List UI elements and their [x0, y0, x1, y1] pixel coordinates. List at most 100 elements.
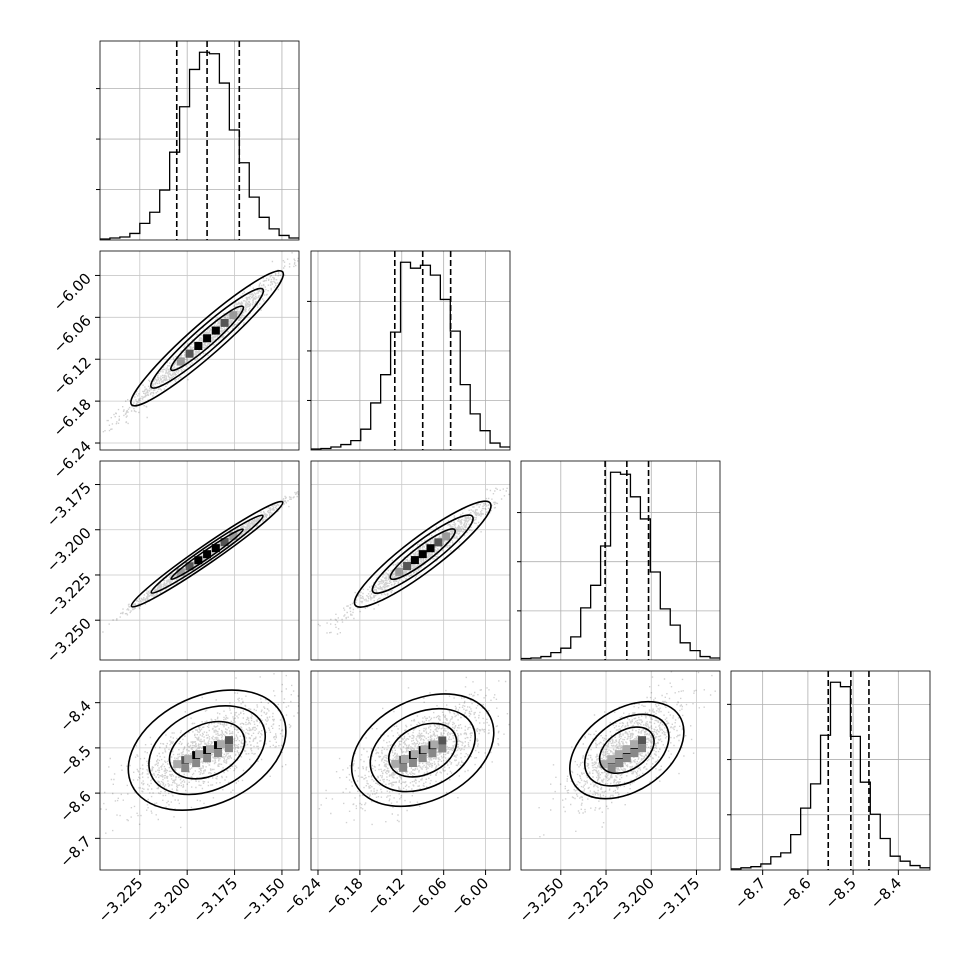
contour-line-3 [127, 689, 287, 812]
x-tick-label: −6.06 [405, 874, 450, 919]
density-cell [622, 745, 631, 754]
panel-content [317, 487, 510, 635]
y-tick-label: −3.225 [43, 569, 95, 621]
panel-content [102, 491, 299, 633]
y-tick-label: −8.6 [56, 787, 94, 825]
histogram-panel-3 [517, 460, 721, 661]
x-tick-label: −3.250 [516, 874, 568, 926]
density-cell [185, 562, 194, 571]
density-cell [211, 326, 220, 335]
density-cell [229, 532, 238, 541]
x-tick-label: −8.5 [821, 874, 859, 912]
contour-line-3 [350, 693, 495, 808]
density-cell [400, 754, 409, 763]
contour-line-1 [169, 305, 245, 372]
contour-line-1 [598, 726, 655, 775]
density-cell [418, 550, 427, 559]
contour-line-1 [388, 722, 458, 778]
y-tick-label: −6.24 [50, 437, 95, 482]
density-cell [420, 745, 429, 754]
x-tick-label: −3.225 [561, 874, 613, 926]
density-cell [176, 357, 185, 366]
y-tick-label: −6.00 [50, 270, 95, 315]
histogram-panel-4 [727, 670, 931, 871]
scatter-panel-2-1 [99, 250, 300, 451]
histogram-step-line [100, 51, 299, 240]
density-cell [194, 341, 203, 350]
density-cell [203, 754, 212, 763]
panel-frame [99, 250, 300, 451]
density-cell [181, 764, 190, 773]
y-tick-label: −8.7 [56, 832, 94, 870]
density-cell [607, 764, 616, 773]
scatter-panel-4-3 [520, 670, 721, 871]
density-cell [638, 744, 647, 753]
density-cell [614, 750, 623, 759]
x-tick-label: −6.00 [447, 874, 492, 919]
density-cell [418, 754, 427, 763]
x-axis-3: −3.250−3.225−3.200−3.175 [516, 870, 703, 926]
density-cell [194, 556, 203, 565]
y-tick-label: −6.06 [50, 311, 95, 356]
scatter-panel-3-2 [310, 460, 511, 661]
x-tick-label: −6.24 [280, 874, 325, 919]
histogram-frame [310, 250, 511, 451]
contour-line-3 [130, 500, 284, 608]
density-cell [224, 736, 233, 745]
panel-frame [99, 460, 300, 661]
contour-line-3 [569, 700, 685, 800]
histogram-panel-1 [96, 40, 300, 241]
x-axis-2: −6.24−6.18−6.12−6.06−6.00 [280, 870, 492, 919]
density-cell [408, 758, 417, 767]
panel-frame [520, 670, 721, 871]
x-tick-label: −3.200 [142, 874, 194, 926]
density-cell [638, 736, 647, 745]
x-axis-4: −8.7 −8.6 −8.5 −8.4 [731, 870, 905, 913]
density-cell [630, 749, 639, 758]
density-cell [434, 538, 443, 547]
contour-line-1 [170, 528, 244, 581]
contour-line-1 [389, 528, 457, 581]
panel-content [538, 671, 716, 838]
density-cell [399, 763, 408, 772]
x-tick-label: −3.175 [189, 874, 241, 926]
x-tick-label: −3.175 [651, 874, 703, 926]
density-cell [176, 568, 185, 577]
scatter-panel-4-1 [99, 670, 300, 871]
y-tick-label: −3.200 [43, 524, 95, 576]
histogram-step-line [521, 471, 720, 660]
y-axis-4: −8.7 −8.6 −8.5 −8.4 [56, 697, 100, 871]
y-tick-label: −3.175 [43, 479, 95, 531]
contour-line-2 [150, 514, 264, 594]
density-cell [426, 544, 435, 553]
histogram-frame [730, 670, 931, 871]
density-cell [615, 759, 624, 768]
density-cell [438, 736, 447, 745]
density-cell [214, 749, 223, 758]
panel-content [100, 252, 299, 437]
y-axis-2: −6.24−6.18−6.12−6.06−6.00 [50, 270, 100, 482]
density-cell [184, 755, 193, 764]
density-cell [229, 311, 238, 320]
scatter-points [317, 487, 510, 635]
density-cell [192, 759, 201, 768]
y-tick-label: −3.250 [43, 614, 95, 666]
contour-line-2 [150, 287, 265, 389]
x-tick-label: −8.7 [731, 874, 769, 912]
x-tick-label: −6.12 [363, 874, 408, 919]
density-cell [206, 745, 215, 754]
y-tick-label: −8.5 [56, 742, 94, 780]
density-cell [410, 556, 419, 565]
panel-frame [310, 460, 511, 661]
contour-line-1 [168, 720, 246, 780]
density-cell [599, 760, 608, 769]
density-cell [220, 538, 229, 547]
density-cell [391, 759, 400, 768]
x-tick-label: −3.225 [95, 874, 147, 926]
histogram-step-line [731, 681, 930, 870]
density-cell [173, 760, 182, 769]
x-axis-1: −3.225−3.200−3.175−3.150 [95, 870, 289, 926]
y-tick-label: −6.18 [50, 395, 95, 440]
density-cell [430, 740, 439, 749]
panel-frame [310, 670, 511, 871]
